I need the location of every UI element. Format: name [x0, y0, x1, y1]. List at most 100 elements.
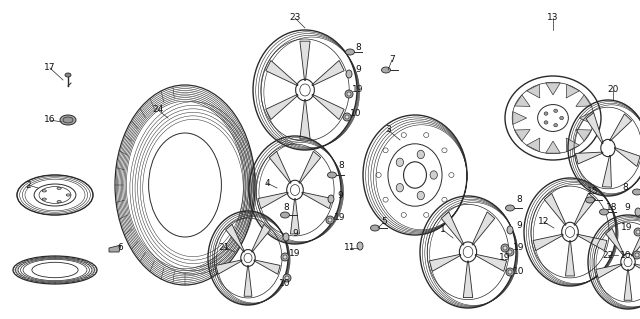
Polygon shape — [269, 151, 291, 183]
Text: 19: 19 — [289, 249, 301, 258]
Text: 20: 20 — [607, 85, 619, 94]
Text: 9: 9 — [355, 65, 361, 75]
Ellipse shape — [381, 67, 390, 73]
Polygon shape — [614, 147, 640, 167]
Ellipse shape — [635, 208, 640, 216]
Polygon shape — [596, 264, 622, 278]
Ellipse shape — [347, 92, 351, 96]
Ellipse shape — [283, 233, 289, 241]
Polygon shape — [576, 130, 591, 141]
Ellipse shape — [60, 115, 76, 125]
Ellipse shape — [506, 248, 514, 256]
Text: 19: 19 — [621, 224, 633, 233]
Ellipse shape — [328, 195, 334, 203]
Ellipse shape — [554, 123, 557, 127]
Polygon shape — [300, 41, 310, 80]
Ellipse shape — [281, 253, 289, 261]
Polygon shape — [258, 192, 288, 209]
Ellipse shape — [503, 246, 507, 250]
Ellipse shape — [430, 171, 437, 179]
Ellipse shape — [66, 194, 70, 196]
Text: 15: 15 — [588, 188, 599, 197]
Ellipse shape — [63, 117, 73, 123]
Ellipse shape — [343, 113, 351, 121]
Text: 13: 13 — [547, 13, 559, 23]
Text: 22: 22 — [602, 250, 614, 259]
Polygon shape — [429, 254, 461, 271]
Text: 19: 19 — [499, 254, 511, 263]
Polygon shape — [312, 61, 344, 86]
Ellipse shape — [357, 242, 363, 250]
Ellipse shape — [508, 270, 512, 274]
Ellipse shape — [396, 183, 403, 192]
Polygon shape — [109, 245, 121, 252]
Ellipse shape — [417, 191, 424, 200]
Polygon shape — [515, 130, 530, 141]
Text: 10: 10 — [350, 108, 362, 117]
Text: 12: 12 — [538, 218, 550, 226]
Text: 19: 19 — [513, 243, 525, 253]
Polygon shape — [475, 254, 507, 271]
Text: 9: 9 — [624, 204, 630, 212]
Polygon shape — [576, 95, 591, 107]
Ellipse shape — [371, 225, 380, 231]
Polygon shape — [546, 83, 560, 95]
Text: 7: 7 — [389, 56, 395, 64]
Ellipse shape — [417, 150, 424, 159]
Polygon shape — [533, 234, 563, 251]
Polygon shape — [634, 264, 640, 278]
Polygon shape — [545, 193, 566, 225]
Text: 21: 21 — [218, 242, 230, 251]
Text: 2: 2 — [25, 181, 31, 189]
Text: 10: 10 — [620, 250, 632, 259]
Text: 1: 1 — [440, 226, 446, 234]
Text: 19: 19 — [334, 212, 346, 221]
Ellipse shape — [280, 212, 289, 218]
Ellipse shape — [560, 116, 564, 120]
Text: 6: 6 — [117, 243, 123, 253]
Ellipse shape — [586, 197, 595, 203]
Text: 9: 9 — [292, 228, 298, 238]
Ellipse shape — [283, 255, 287, 259]
Polygon shape — [312, 94, 344, 120]
Polygon shape — [244, 265, 252, 296]
Ellipse shape — [346, 70, 352, 78]
Polygon shape — [299, 151, 321, 183]
Polygon shape — [566, 138, 579, 152]
Ellipse shape — [634, 228, 640, 236]
Polygon shape — [577, 234, 607, 251]
Ellipse shape — [285, 276, 289, 280]
Ellipse shape — [506, 268, 514, 276]
Polygon shape — [632, 228, 640, 256]
Polygon shape — [226, 224, 244, 252]
Polygon shape — [266, 94, 298, 120]
Polygon shape — [463, 261, 473, 298]
Text: 24: 24 — [152, 106, 164, 115]
Ellipse shape — [42, 198, 46, 200]
Ellipse shape — [283, 274, 291, 282]
Text: 19: 19 — [352, 85, 364, 94]
Ellipse shape — [600, 209, 609, 215]
Ellipse shape — [544, 112, 548, 115]
Polygon shape — [513, 112, 527, 124]
Text: 8: 8 — [516, 196, 522, 204]
Ellipse shape — [326, 216, 334, 224]
Polygon shape — [579, 112, 593, 124]
Polygon shape — [566, 85, 579, 98]
Polygon shape — [574, 193, 596, 225]
Polygon shape — [300, 100, 310, 139]
Polygon shape — [527, 138, 540, 152]
Ellipse shape — [633, 251, 640, 259]
Ellipse shape — [345, 90, 353, 98]
Text: 23: 23 — [289, 13, 301, 23]
Text: 4: 4 — [264, 179, 270, 188]
Polygon shape — [566, 241, 575, 276]
Ellipse shape — [345, 115, 349, 119]
Text: 8: 8 — [622, 183, 628, 192]
Text: 17: 17 — [44, 63, 56, 72]
Text: 11: 11 — [344, 243, 356, 253]
Polygon shape — [254, 260, 280, 274]
Text: 9: 9 — [516, 221, 522, 231]
Text: 3: 3 — [385, 125, 391, 135]
Polygon shape — [527, 85, 540, 98]
